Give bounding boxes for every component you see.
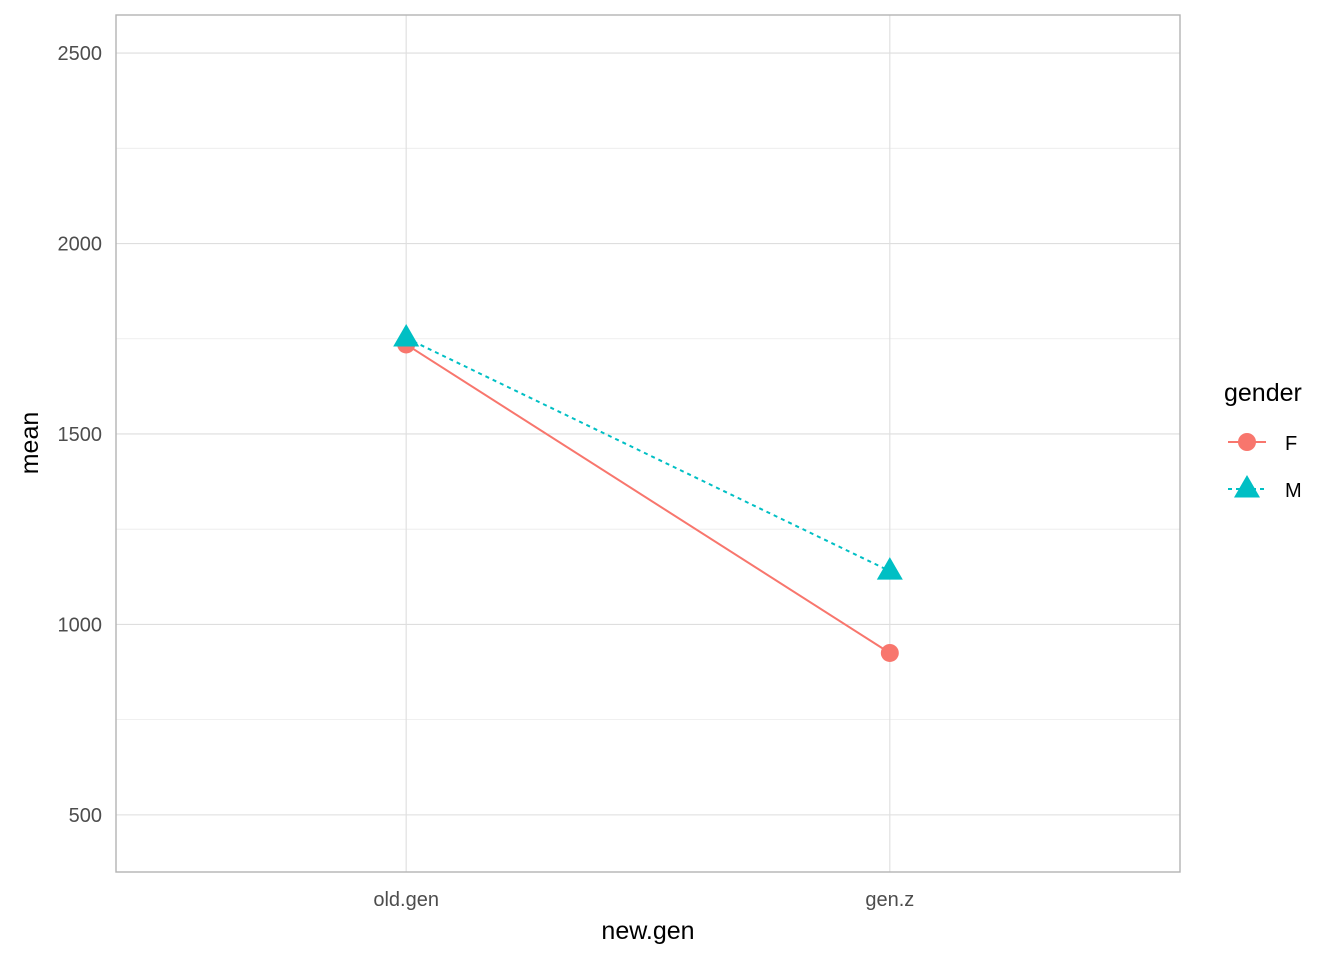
series-M: [393, 324, 903, 580]
legend-key-marker: [1238, 433, 1256, 451]
series-F: [397, 335, 899, 662]
y-tick-label: 1500: [58, 424, 103, 446]
data-point: [393, 324, 420, 347]
data-point: [880, 643, 899, 662]
data-point: [876, 557, 903, 580]
legend-label: M: [1285, 480, 1302, 502]
y-tick-label: 1000: [58, 614, 103, 636]
y-axis-tick-labels: 500 1000 1500 2000 2500: [58, 43, 103, 827]
grid-lines: [116, 15, 1180, 872]
y-tick-label: 500: [69, 805, 102, 827]
y-axis-title: mean: [16, 412, 44, 475]
series-layer: [393, 324, 903, 662]
x-axis-tick-labels: old.gen gen.z: [373, 889, 914, 911]
plot-panel-border: [115, 14, 1181, 873]
legend-label: F: [1285, 433, 1297, 455]
legend-items: FM: [1228, 433, 1302, 502]
legend-key-marker: [1234, 475, 1260, 498]
legend: gender FM: [1224, 379, 1302, 502]
legend-item-F: F: [1228, 433, 1297, 455]
y-tick-label: 2000: [58, 234, 103, 256]
legend-title: gender: [1224, 379, 1302, 407]
x-axis-title: new.gen: [601, 917, 694, 945]
legend-item-M: M: [1228, 475, 1302, 502]
y-tick-label: 2500: [58, 43, 103, 65]
series-line-F: [405, 343, 891, 654]
x-tick-label: gen.z: [865, 889, 914, 911]
x-tick-label: old.gen: [373, 889, 439, 911]
series-line-M: [405, 337, 891, 572]
